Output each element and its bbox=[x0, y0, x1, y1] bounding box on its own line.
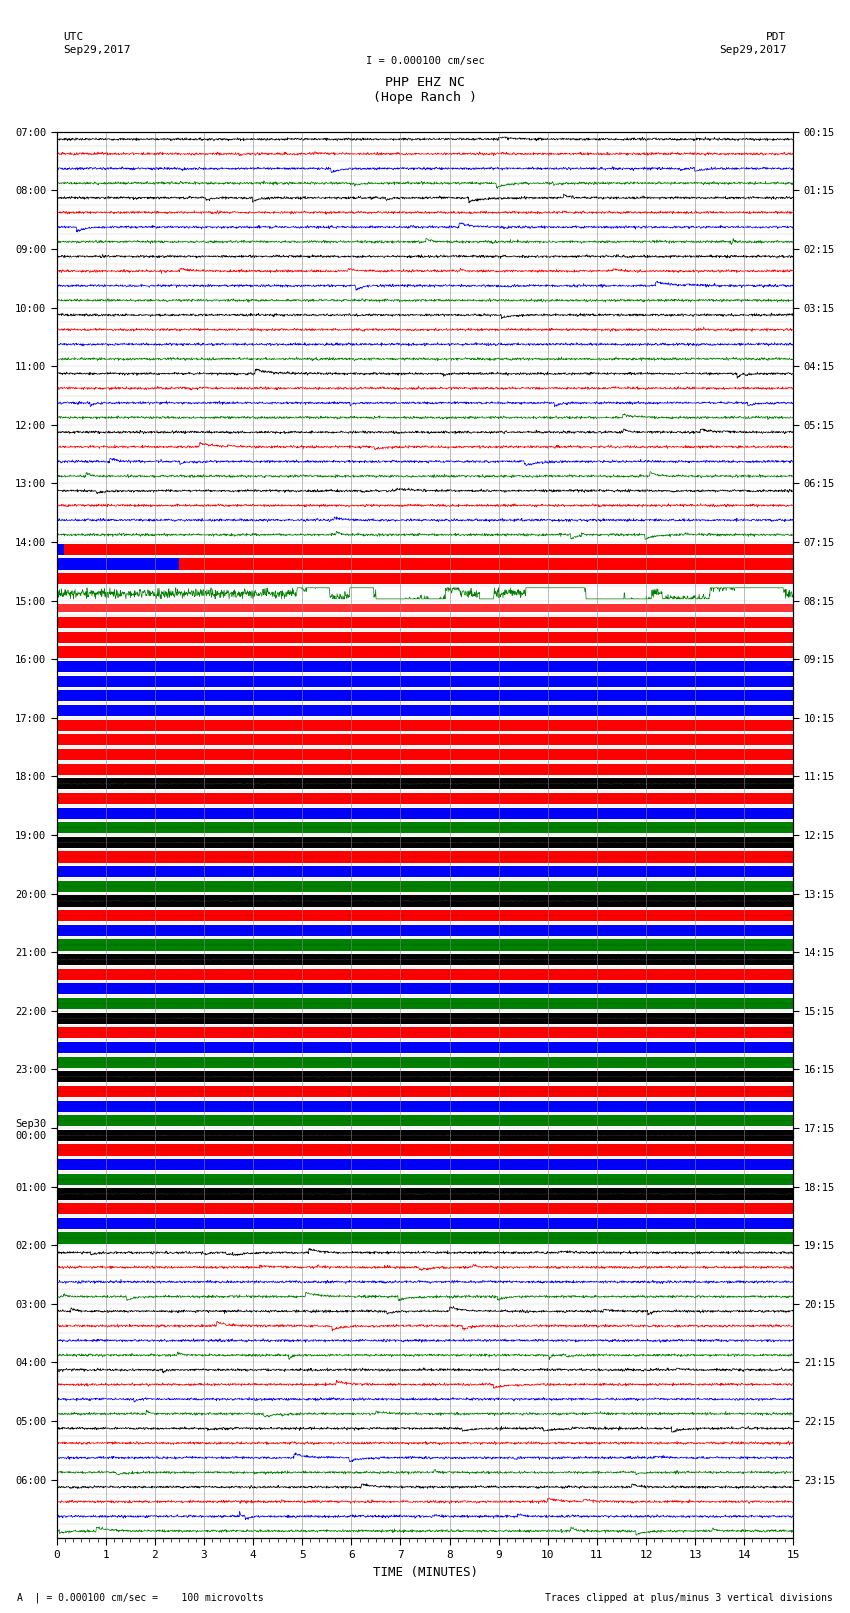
Bar bbox=[57, 719, 793, 731]
Text: A  | = 0.000100 cm/sec =    100 microvolts: A | = 0.000100 cm/sec = 100 microvolts bbox=[17, 1592, 264, 1603]
Bar bbox=[57, 605, 793, 611]
Bar bbox=[57, 647, 793, 658]
Bar bbox=[57, 1189, 793, 1200]
Bar bbox=[57, 544, 64, 555]
Bar bbox=[57, 1027, 793, 1039]
Bar bbox=[57, 939, 793, 950]
Bar bbox=[57, 544, 793, 555]
Bar bbox=[57, 1100, 793, 1111]
Bar bbox=[57, 1145, 793, 1155]
Text: UTC
Sep29,2017: UTC Sep29,2017 bbox=[64, 32, 131, 55]
Text: PDT
Sep29,2017: PDT Sep29,2017 bbox=[719, 32, 786, 55]
Bar bbox=[57, 1174, 793, 1186]
Bar bbox=[57, 661, 793, 673]
Bar bbox=[57, 1115, 793, 1126]
X-axis label: TIME (MINUTES): TIME (MINUTES) bbox=[372, 1566, 478, 1579]
Bar bbox=[57, 1071, 793, 1082]
Bar bbox=[57, 953, 793, 965]
Bar bbox=[57, 998, 793, 1010]
Bar bbox=[57, 1057, 793, 1068]
Text: Traces clipped at plus/minus 3 vertical divisions: Traces clipped at plus/minus 3 vertical … bbox=[545, 1594, 833, 1603]
Bar bbox=[57, 690, 793, 702]
Bar bbox=[57, 866, 793, 877]
Bar bbox=[57, 777, 793, 789]
Bar bbox=[57, 1160, 793, 1171]
Bar bbox=[57, 823, 793, 834]
Bar bbox=[57, 1232, 793, 1244]
Bar bbox=[57, 618, 793, 627]
Bar bbox=[57, 1203, 793, 1215]
Bar bbox=[57, 1218, 793, 1229]
Bar bbox=[57, 1042, 793, 1053]
Bar bbox=[57, 632, 793, 644]
Bar bbox=[57, 794, 793, 803]
Bar bbox=[57, 748, 793, 760]
Bar bbox=[57, 852, 793, 863]
Bar bbox=[57, 1086, 793, 1097]
Text: I = 0.000100 cm/sec: I = 0.000100 cm/sec bbox=[366, 56, 484, 66]
Bar bbox=[57, 881, 793, 892]
Bar bbox=[57, 969, 793, 979]
Bar bbox=[57, 984, 793, 995]
Bar bbox=[57, 808, 793, 819]
Bar bbox=[57, 1013, 793, 1024]
Bar bbox=[57, 734, 793, 745]
Bar bbox=[57, 910, 793, 921]
Bar bbox=[57, 676, 793, 687]
Bar bbox=[57, 705, 793, 716]
Bar bbox=[57, 558, 179, 569]
Bar bbox=[57, 895, 793, 907]
Bar bbox=[57, 763, 793, 774]
Bar bbox=[57, 573, 793, 584]
Bar bbox=[179, 558, 793, 569]
Title: PHP EHZ NC
(Hope Ranch ): PHP EHZ NC (Hope Ranch ) bbox=[373, 76, 477, 105]
Bar bbox=[57, 1129, 793, 1140]
Bar bbox=[57, 924, 793, 936]
Bar bbox=[57, 837, 793, 848]
